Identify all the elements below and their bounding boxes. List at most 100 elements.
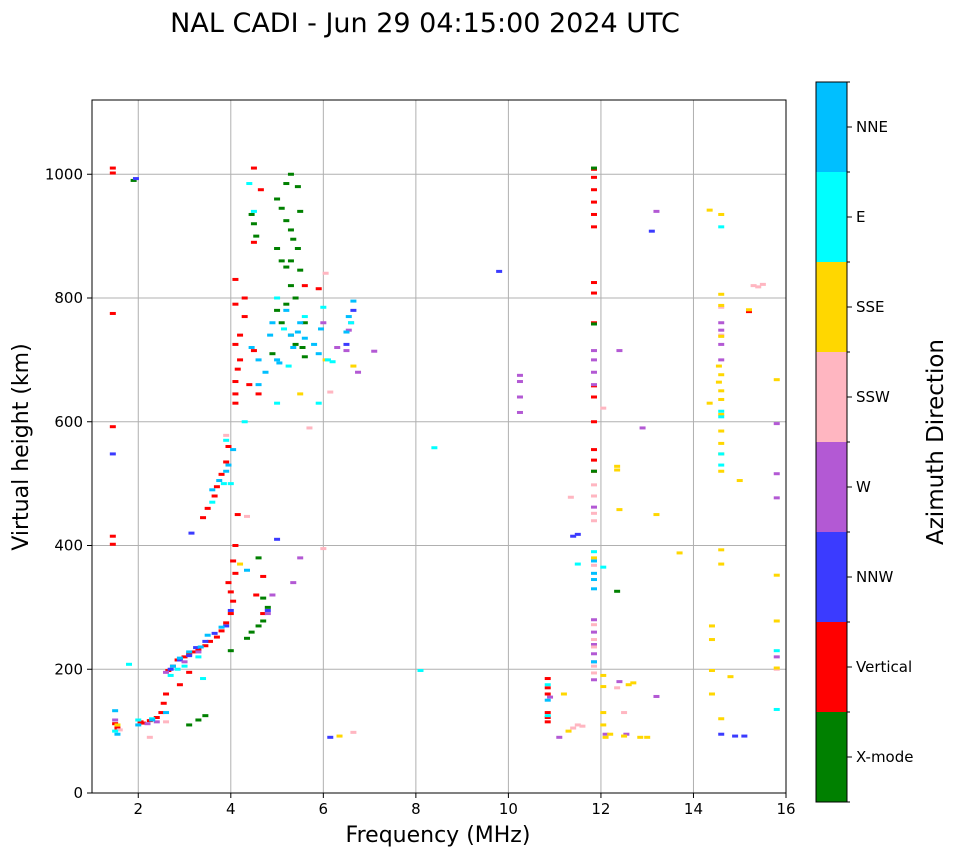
data-point [297, 556, 304, 560]
data-point [590, 559, 597, 563]
y-axis-label: Virtual height (km) [9, 343, 34, 550]
data-point [718, 562, 725, 566]
data-point [283, 302, 290, 306]
data-point [195, 647, 202, 651]
colorbar-frame [815, 81, 848, 803]
data-point [230, 599, 237, 603]
data-point [590, 652, 597, 656]
y-tick-label: 200 [54, 660, 83, 678]
data-point [639, 426, 646, 430]
data-point [544, 698, 551, 702]
data-point [616, 349, 623, 353]
data-point [637, 735, 644, 739]
data-point [243, 568, 250, 572]
data-point [727, 675, 734, 679]
data-point [329, 360, 336, 364]
data-point [417, 668, 424, 672]
data-point [287, 333, 294, 337]
data-point [630, 681, 637, 685]
data-point [736, 479, 743, 483]
data-point [283, 308, 290, 312]
data-point [708, 638, 715, 642]
data-point [718, 305, 725, 309]
data-point [169, 664, 176, 668]
data-point [718, 717, 725, 721]
data-point [590, 212, 597, 216]
data-point [153, 716, 160, 720]
data-point [718, 292, 725, 296]
data-point [708, 624, 715, 628]
data-point [223, 438, 230, 442]
series-nnw [109, 177, 748, 739]
data-point [320, 547, 327, 551]
data-point [718, 225, 725, 229]
data-point [230, 448, 237, 452]
data-point [320, 321, 327, 325]
data-point [200, 516, 207, 520]
data-point [600, 711, 607, 715]
data-point [206, 639, 213, 643]
data-point [218, 629, 225, 633]
data-point [718, 321, 725, 325]
data-point [590, 578, 597, 582]
x-tick-label: 16 [776, 800, 795, 818]
data-point [274, 296, 281, 300]
azimuth-colorbar: X-mode Vertical NNW W SSW SSE E NNE [815, 81, 913, 803]
data-point [186, 654, 193, 658]
data-point [153, 720, 160, 724]
data-point [112, 709, 119, 713]
y-tick-label: 800 [54, 289, 83, 307]
data-point [146, 735, 153, 739]
colorbar-segment [816, 712, 847, 802]
data-point [232, 544, 239, 547]
data-point [590, 618, 597, 622]
data-point [590, 458, 597, 462]
data-point [773, 573, 780, 577]
data-point [278, 206, 285, 210]
data-point [109, 166, 116, 170]
data-point [269, 321, 276, 325]
data-point [232, 571, 239, 575]
data-point [287, 259, 294, 263]
data-point [590, 623, 597, 627]
data-point [176, 658, 183, 662]
data-point [114, 726, 121, 730]
data-point [283, 265, 290, 269]
colorbar-segment [816, 352, 847, 442]
data-point [315, 352, 322, 356]
data-point [163, 670, 170, 674]
x-tick-label: 12 [591, 800, 610, 818]
data-point [223, 433, 230, 437]
data-point [274, 308, 281, 312]
data-point [718, 397, 725, 401]
data-point [225, 581, 232, 585]
data-point [607, 732, 614, 736]
data-point [648, 229, 655, 233]
data-point [135, 723, 142, 727]
data-point [579, 724, 586, 728]
data-point [708, 692, 715, 696]
data-point [211, 631, 218, 635]
data-point [773, 655, 780, 659]
data-point [718, 548, 725, 552]
data-point [718, 389, 725, 393]
data-point [250, 349, 257, 353]
data-point [287, 284, 294, 288]
data-point [232, 401, 239, 405]
colorbar-label-x-mode: X-mode [856, 748, 913, 766]
data-point [301, 355, 308, 359]
data-point [590, 188, 597, 192]
data-point [197, 645, 204, 649]
plot-frame [91, 99, 787, 794]
data-point [324, 358, 331, 362]
data-point [181, 655, 188, 659]
data-point [621, 734, 628, 738]
data-point [547, 695, 554, 699]
data-point [255, 624, 262, 628]
data-point [590, 322, 597, 326]
data-point [274, 247, 281, 250]
data-point [211, 494, 218, 498]
data-point [567, 495, 574, 499]
series-sse [114, 208, 780, 739]
data-point [109, 311, 116, 315]
